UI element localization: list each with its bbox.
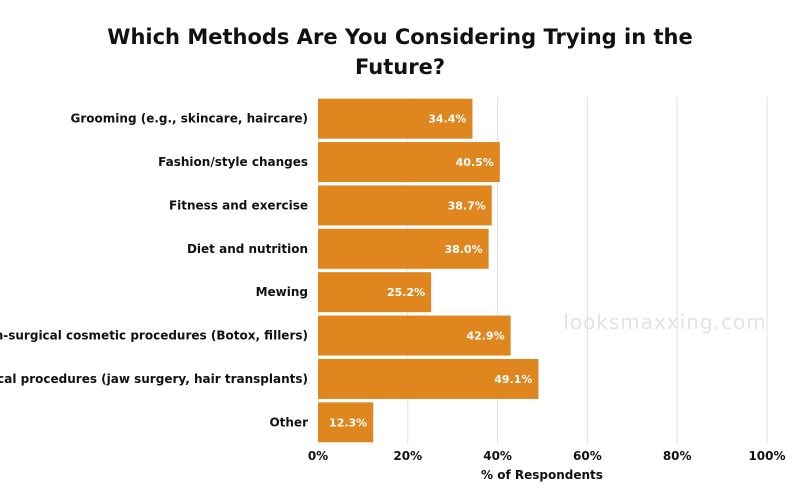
x-tick-label-0: 0% <box>308 449 328 463</box>
data-label-5: 25.2% <box>387 286 425 299</box>
category-label-8: Other <box>269 415 308 429</box>
category-label-6: Non-surgical cosmetic procedures (Botox,… <box>0 329 308 343</box>
chart-title-line-2: Future? <box>355 55 445 79</box>
x-tick-label-100: 100% <box>748 449 785 463</box>
data-label-2: 40.5% <box>456 156 494 169</box>
watermark: looksmaxxing.com <box>563 310 766 334</box>
bar-8 <box>318 402 374 443</box>
x-tick-label-60: 60% <box>573 449 602 463</box>
bar-7 <box>318 358 539 399</box>
bar-2 <box>318 142 500 183</box>
chart-title-line-1: Which Methods Are You Considering Trying… <box>107 25 692 49</box>
x-tick-label-20: 20% <box>393 449 422 463</box>
category-label-2: Fashion/style changes <box>158 155 308 169</box>
bar-5 <box>318 272 432 313</box>
category-label-7: Surgical procedures (jaw surgery, hair t… <box>0 372 308 386</box>
bar-4 <box>318 228 489 269</box>
data-label-4: 38.0% <box>444 243 482 256</box>
x-tick-label-80: 80% <box>663 449 692 463</box>
bar-1 <box>318 98 473 139</box>
x-axis-label: % of Respondents <box>481 468 603 482</box>
x-axis-ticks: 0% 20% 40% 60% 80% 100% <box>308 449 786 463</box>
bar-6 <box>318 315 511 356</box>
bars: 34.4% Grooming (e.g., skincare, haircare)… <box>0 98 539 443</box>
category-label-1: Grooming (e.g., skincare, haircare) <box>71 112 308 126</box>
data-label-3: 38.7% <box>448 199 486 212</box>
category-label-4: Diet and nutrition <box>187 242 308 256</box>
category-label-3: Fitness and exercise <box>169 198 308 212</box>
x-tick-label-40: 40% <box>483 449 512 463</box>
data-label-8: 12.3% <box>329 416 367 429</box>
category-label-5: Mewing <box>256 285 308 299</box>
data-label-1: 34.4% <box>428 113 466 126</box>
bar-3 <box>318 185 492 226</box>
data-label-7: 49.1% <box>494 373 532 386</box>
data-label-6: 42.9% <box>466 330 504 343</box>
